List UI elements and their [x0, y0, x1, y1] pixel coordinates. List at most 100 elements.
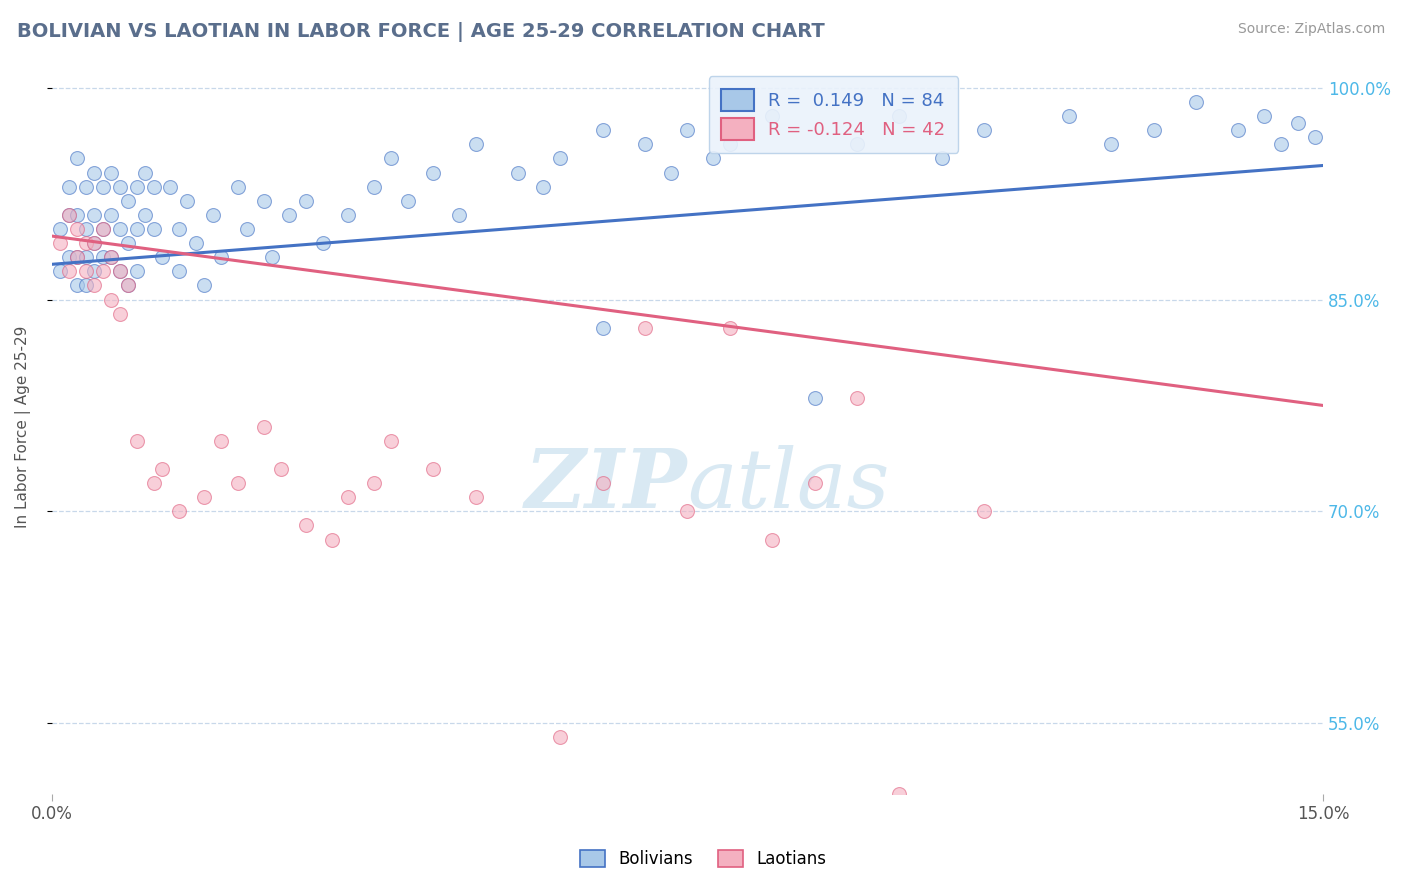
Point	[108, 307, 131, 321]
Point	[125, 222, 148, 236]
Point	[634, 321, 657, 335]
Point	[125, 264, 148, 278]
Point	[91, 222, 114, 236]
Point	[83, 264, 105, 278]
Point	[83, 208, 105, 222]
Point	[321, 533, 343, 547]
Point	[1270, 137, 1292, 152]
Point	[464, 490, 486, 504]
Point	[236, 222, 259, 236]
Point	[49, 264, 72, 278]
Point	[889, 109, 911, 123]
Point	[49, 236, 72, 251]
Text: Source: ZipAtlas.com: Source: ZipAtlas.com	[1237, 22, 1385, 37]
Text: atlas: atlas	[688, 445, 890, 525]
Point	[100, 250, 122, 264]
Point	[75, 250, 97, 264]
Point	[75, 236, 97, 251]
Point	[91, 222, 114, 236]
Point	[550, 730, 572, 744]
Point	[167, 504, 190, 518]
Point	[506, 165, 529, 179]
Point	[125, 179, 148, 194]
Point	[253, 419, 276, 434]
Point	[75, 264, 97, 278]
Point	[1143, 123, 1166, 137]
Point	[380, 434, 402, 448]
Point	[1286, 116, 1309, 130]
Point	[1185, 95, 1208, 109]
Text: ZIP: ZIP	[524, 445, 688, 525]
Point	[83, 165, 105, 179]
Point	[278, 208, 301, 222]
Legend: Bolivians, Laotians: Bolivians, Laotians	[574, 843, 832, 875]
Point	[100, 208, 122, 222]
Point	[1253, 109, 1275, 123]
Point	[58, 208, 80, 222]
Point	[91, 179, 114, 194]
Point	[337, 490, 360, 504]
Point	[531, 179, 554, 194]
Point	[209, 250, 232, 264]
Point	[209, 434, 232, 448]
Point	[718, 321, 741, 335]
Point	[1099, 137, 1122, 152]
Point	[58, 208, 80, 222]
Point	[464, 137, 486, 152]
Point	[167, 222, 190, 236]
Point	[108, 264, 131, 278]
Point	[1227, 123, 1250, 137]
Point	[973, 123, 995, 137]
Point	[142, 476, 165, 491]
Point	[973, 504, 995, 518]
Point	[150, 462, 173, 476]
Point	[380, 152, 402, 166]
Point	[142, 222, 165, 236]
Point	[337, 208, 360, 222]
Point	[91, 264, 114, 278]
Point	[184, 236, 207, 251]
Point	[396, 194, 419, 208]
Point	[201, 208, 224, 222]
Point	[100, 250, 122, 264]
Point	[676, 504, 699, 518]
Point	[846, 392, 869, 406]
Point	[134, 208, 156, 222]
Point	[803, 476, 825, 491]
Point	[803, 392, 825, 406]
Point	[66, 250, 89, 264]
Point	[108, 222, 131, 236]
Y-axis label: In Labor Force | Age 25-29: In Labor Force | Age 25-29	[15, 326, 31, 528]
Point	[83, 278, 105, 293]
Point	[253, 194, 276, 208]
Point	[592, 476, 614, 491]
Point	[108, 179, 131, 194]
Point	[295, 194, 318, 208]
Point	[295, 518, 318, 533]
Point	[75, 278, 97, 293]
Point	[846, 137, 869, 152]
Point	[676, 123, 699, 137]
Point	[889, 787, 911, 801]
Point	[1303, 130, 1326, 145]
Point	[550, 152, 572, 166]
Point	[634, 137, 657, 152]
Point	[117, 236, 139, 251]
Point	[117, 194, 139, 208]
Point	[659, 165, 682, 179]
Point	[363, 179, 385, 194]
Text: BOLIVIAN VS LAOTIAN IN LABOR FORCE | AGE 25-29 CORRELATION CHART: BOLIVIAN VS LAOTIAN IN LABOR FORCE | AGE…	[17, 22, 825, 42]
Point	[83, 236, 105, 251]
Point	[83, 236, 105, 251]
Point	[931, 152, 953, 166]
Point	[422, 165, 444, 179]
Point	[270, 462, 292, 476]
Point	[75, 179, 97, 194]
Point	[66, 208, 89, 222]
Point	[100, 165, 122, 179]
Point	[134, 165, 156, 179]
Point	[58, 179, 80, 194]
Point	[142, 179, 165, 194]
Legend: R =  0.149   N = 84, R = -0.124   N = 42: R = 0.149 N = 84, R = -0.124 N = 42	[709, 76, 957, 153]
Point	[108, 264, 131, 278]
